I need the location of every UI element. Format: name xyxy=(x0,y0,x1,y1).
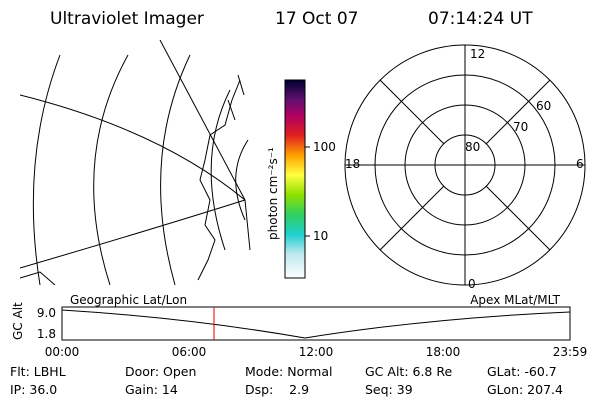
x-ticks: 00:00 06:00 12:00 18:00 23:59 xyxy=(45,345,588,359)
lat-label: 80 xyxy=(465,140,480,154)
time: 07:14:24 UT xyxy=(428,9,533,29)
info: Flt: LBHL Door: Open Mode: Normal GC Alt: 6… xyxy=(10,364,563,397)
lat-label: 70 xyxy=(513,120,528,134)
y-tick: 9.0 xyxy=(37,306,56,320)
altitude-curve xyxy=(61,309,571,339)
x-tick: 12:00 xyxy=(299,345,334,359)
x-tick: 23:59 xyxy=(553,345,588,359)
info-field: GLat: -60.7 xyxy=(487,364,557,379)
title: Ultraviolet Imager xyxy=(50,9,204,29)
colorbar xyxy=(284,79,306,279)
y-label: GC Alt xyxy=(11,302,25,340)
info-field: Dsp: 2.9 xyxy=(245,382,309,397)
lat-label: 60 xyxy=(536,99,551,113)
mlt-label: 12 xyxy=(470,47,485,61)
info-field: Door: Open xyxy=(125,364,196,379)
y-tick: 1.8 xyxy=(37,327,56,341)
info-field: Seq: 39 xyxy=(365,382,413,397)
mlt-label: 0 xyxy=(468,277,476,291)
map xyxy=(20,40,251,285)
info-field: Gain: 14 xyxy=(125,382,178,397)
info-field: Mode: Normal xyxy=(245,364,332,379)
info-field: GC Alt: 6.8 Re xyxy=(365,364,452,379)
colorbar-tick: 100 xyxy=(313,140,336,154)
plot-left-label: Geographic Lat/Lon xyxy=(70,293,187,307)
x-tick: 18:00 xyxy=(426,345,461,359)
plot-right-label: Apex MLat/MLT xyxy=(470,293,560,307)
mlt-label: 6 xyxy=(576,157,584,171)
polar-grid xyxy=(344,44,586,286)
mlt-label: 18 xyxy=(345,157,360,171)
info-field: IP: 36.0 xyxy=(10,382,57,397)
info-field: Flt: LBHL xyxy=(10,364,66,379)
x-tick: 06:00 xyxy=(172,345,207,359)
date: 17 Oct 07 xyxy=(275,9,358,29)
plot-frame xyxy=(61,306,571,341)
colorbar-tick: 10 xyxy=(313,229,328,243)
x-tick: 00:00 xyxy=(45,345,80,359)
colorbar-label: photon cm⁻²s⁻¹ xyxy=(266,147,280,240)
info-field: GLon: 207.4 xyxy=(487,382,563,397)
